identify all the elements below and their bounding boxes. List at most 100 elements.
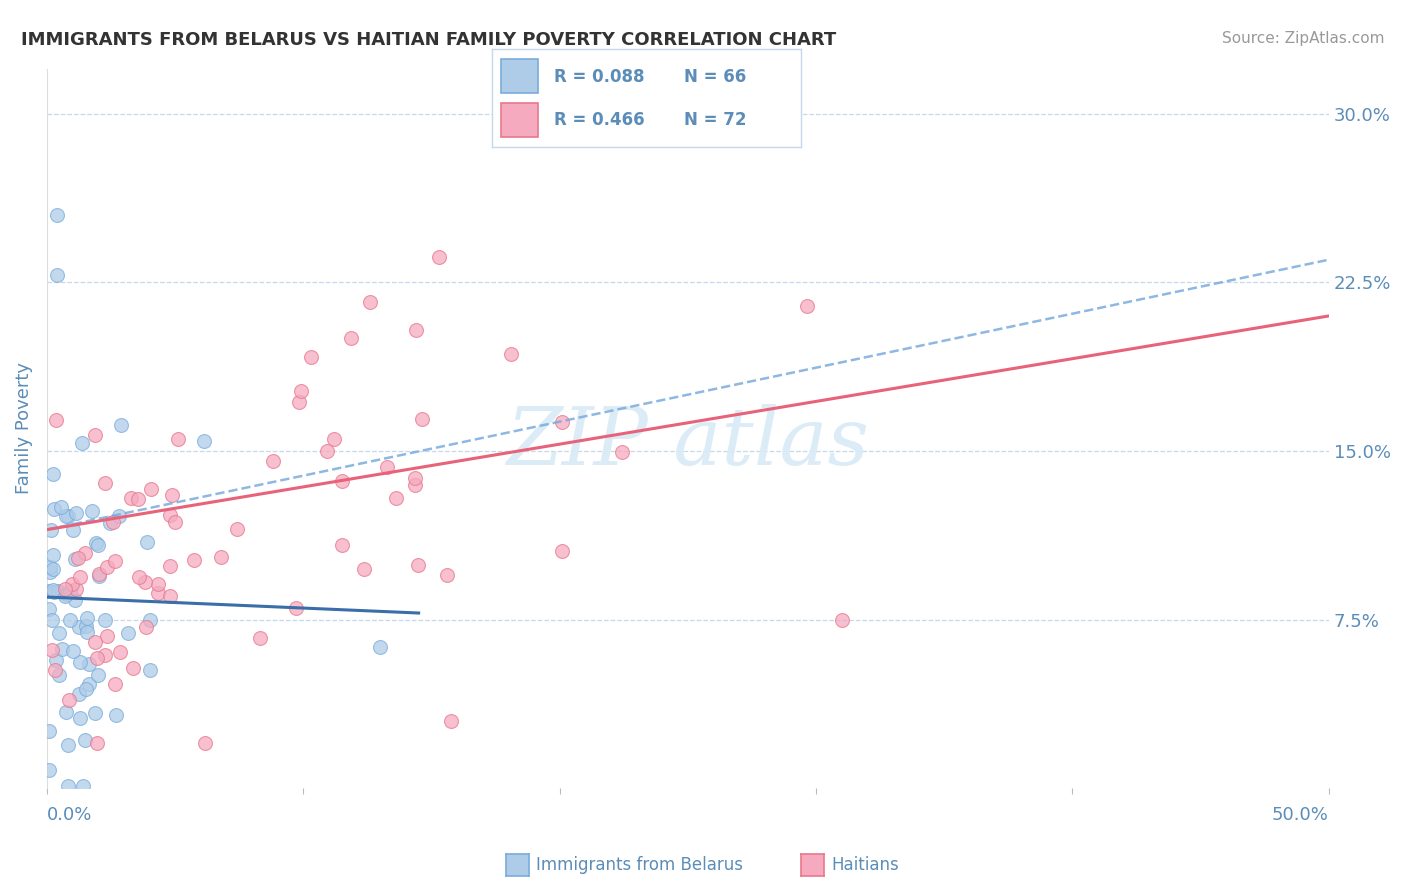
Point [368, 640, 391, 654]
Point [436, 567, 458, 582]
Point [55, 705, 77, 719]
Point [406, 558, 429, 572]
Point [58, 508, 80, 523]
Point [53, 589, 76, 603]
Point [288, 394, 311, 409]
Point [70, 436, 93, 450]
Point [76, 611, 98, 625]
Point [209, 549, 232, 564]
Point [110, 417, 132, 432]
Point [96, 629, 118, 643]
Point [411, 412, 433, 426]
Point [63, 552, 86, 566]
Point [69, 620, 91, 634]
Point [299, 350, 322, 364]
Point [59, 613, 82, 627]
Point [183, 553, 205, 567]
Point [53, 582, 76, 596]
Text: IMMIGRANTS FROM BELARUS VS HAITIAN FAMILY POVERTY CORRELATION CHART: IMMIGRANTS FROM BELARUS VS HAITIAN FAMIL… [21, 31, 837, 49]
Text: 0.0%: 0.0% [46, 806, 93, 824]
Text: 50.0%: 50.0% [1272, 806, 1329, 824]
Point [262, 454, 284, 468]
Point [48, 668, 70, 682]
Point [104, 677, 127, 691]
Point [104, 554, 127, 568]
Point [59, 584, 82, 599]
Point [284, 600, 307, 615]
Point [69, 710, 91, 724]
Point [135, 620, 157, 634]
Point [290, 384, 312, 399]
Point [60, 576, 83, 591]
Point [499, 346, 522, 360]
Text: N = 72: N = 72 [683, 111, 747, 128]
Point [139, 482, 162, 496]
Point [69, 655, 91, 669]
Point [55, 587, 77, 601]
Point [159, 508, 181, 522]
Point [159, 589, 181, 603]
Point [39, 566, 62, 580]
Point [65, 582, 87, 597]
Point [94, 476, 117, 491]
Point [38, 763, 60, 777]
Point [51, 500, 73, 514]
Point [46, 208, 69, 222]
Point [72, 779, 94, 793]
Point [87, 538, 110, 552]
Point [193, 434, 215, 449]
Point [84, 428, 107, 442]
Point [45, 652, 67, 666]
Point [138, 613, 160, 627]
Point [87, 668, 110, 682]
Point [41, 561, 63, 575]
Point [159, 559, 181, 574]
Text: R = 0.466: R = 0.466 [554, 111, 644, 128]
Point [46, 268, 69, 283]
Point [353, 562, 375, 576]
Point [38, 583, 60, 598]
Point [38, 601, 60, 615]
Point [98, 516, 121, 530]
Text: ZIP atlas: ZIP atlas [506, 404, 869, 482]
Point [44, 585, 66, 599]
Point [42, 549, 65, 563]
Point [86, 736, 108, 750]
Point [226, 522, 249, 536]
Point [249, 631, 271, 645]
Point [108, 508, 131, 523]
Point [316, 443, 339, 458]
Point [38, 723, 60, 738]
Point [42, 502, 65, 516]
Point [651, 128, 673, 143]
Point [330, 538, 353, 552]
Point [94, 648, 117, 662]
Text: Haitians: Haitians [831, 855, 898, 874]
Point [39, 560, 62, 574]
Text: N = 66: N = 66 [683, 68, 747, 86]
Point [550, 543, 572, 558]
Point [167, 432, 190, 446]
Point [48, 626, 70, 640]
Point [162, 488, 184, 502]
Point [138, 663, 160, 677]
Point [41, 613, 63, 627]
Point [377, 460, 399, 475]
Point [55, 509, 77, 524]
Point [62, 643, 84, 657]
Point [134, 574, 156, 589]
Point [67, 687, 90, 701]
Point [96, 560, 118, 574]
Text: Source: ZipAtlas.com: Source: ZipAtlas.com [1222, 31, 1385, 46]
Point [550, 415, 572, 429]
Point [121, 661, 143, 675]
Text: R = 0.088: R = 0.088 [554, 68, 644, 86]
Point [163, 515, 186, 529]
Point [58, 693, 80, 707]
Point [404, 471, 426, 485]
Text: Immigrants from Belarus: Immigrants from Belarus [536, 855, 742, 874]
Point [56, 739, 79, 753]
Point [117, 625, 139, 640]
Point [46, 583, 69, 598]
Point [41, 467, 63, 482]
